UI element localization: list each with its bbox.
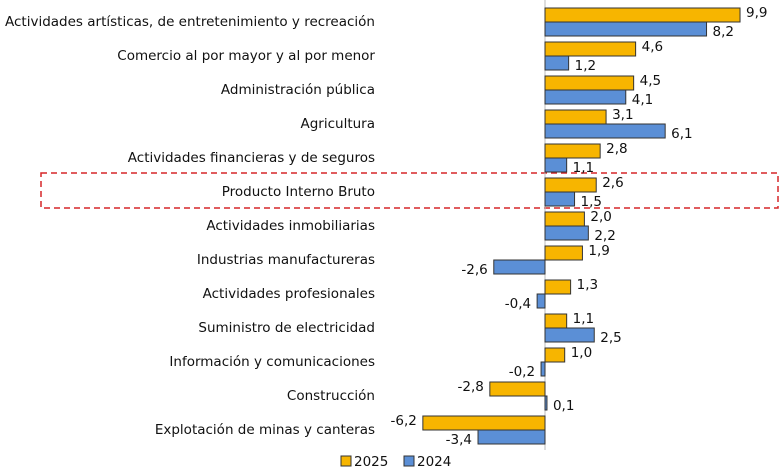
bar <box>489 381 546 397</box>
bar <box>544 177 597 193</box>
bar <box>544 313 568 329</box>
category-label: Suministro de electricidad <box>198 320 375 336</box>
value-label: 2,0 <box>590 209 611 225</box>
value-label: 1,2 <box>575 58 596 74</box>
bar <box>544 21 708 37</box>
category-label: Actividades financieras y de seguros <box>128 150 375 166</box>
value-label: 2,8 <box>606 141 627 157</box>
bar <box>544 75 635 91</box>
bar <box>544 327 595 343</box>
value-label: 4,6 <box>642 39 663 55</box>
legend-swatch <box>403 455 415 467</box>
bar <box>544 191 576 207</box>
bar <box>544 225 589 241</box>
legend-label: 2025 <box>354 454 388 470</box>
bar <box>477 429 546 445</box>
value-label: 8,2 <box>713 24 734 40</box>
category-label: Actividades artísticas, de entretenimien… <box>5 14 375 30</box>
bar <box>544 143 601 159</box>
category-label: Producto Interno Bruto <box>222 184 375 200</box>
value-label: 1,1 <box>573 311 594 327</box>
category-label: Construcción <box>287 388 375 404</box>
value-label: 1,0 <box>571 345 592 361</box>
bar <box>540 361 546 377</box>
value-label: 6,1 <box>671 126 692 142</box>
value-label: 9,9 <box>746 5 767 21</box>
value-label: -6,2 <box>391 413 417 429</box>
bar <box>544 245 583 261</box>
value-label: 0,1 <box>553 398 574 414</box>
value-label: 1,1 <box>573 160 594 176</box>
value-label: -0,4 <box>505 296 531 312</box>
bar <box>544 7 741 23</box>
category-label: Información y comunicaciones <box>169 354 375 370</box>
category-label: Agricultura <box>300 116 375 132</box>
legend-swatch <box>340 455 352 467</box>
category-label: Actividades inmobiliarias <box>206 218 375 234</box>
value-label: 1,9 <box>588 243 609 259</box>
value-label: 4,1 <box>632 92 653 108</box>
bar <box>544 89 627 105</box>
bar <box>493 259 546 275</box>
bar <box>544 279 572 295</box>
category-label: Comercio al por mayor y al por menor <box>117 48 375 64</box>
bar <box>544 395 548 411</box>
bar <box>536 293 546 309</box>
category-label: Industrias manufactureras <box>197 252 375 268</box>
value-label: -3,4 <box>446 432 472 448</box>
bar <box>544 347 566 363</box>
value-label: -2,6 <box>461 262 487 278</box>
bar <box>422 415 546 431</box>
value-label: 2,5 <box>600 330 621 346</box>
bar <box>544 109 607 125</box>
value-label: 3,1 <box>612 107 633 123</box>
bar <box>544 211 585 227</box>
category-label: Explotación de minas y canteras <box>155 422 375 438</box>
value-label: -2,8 <box>457 379 483 395</box>
bar <box>544 41 637 57</box>
category-label: Actividades profesionales <box>203 286 375 302</box>
bar <box>544 55 570 71</box>
highlight-box <box>40 172 779 209</box>
legend-label: 2024 <box>417 454 451 470</box>
category-label: Administración pública <box>221 82 375 98</box>
bar <box>544 123 666 139</box>
value-label: 1,5 <box>581 194 602 210</box>
value-label: 2,2 <box>594 228 615 244</box>
value-label: 4,5 <box>640 73 661 89</box>
value-label: -0,2 <box>509 364 535 380</box>
value-label: 2,6 <box>602 175 623 191</box>
bar <box>544 157 568 173</box>
value-label: 1,3 <box>577 277 598 293</box>
